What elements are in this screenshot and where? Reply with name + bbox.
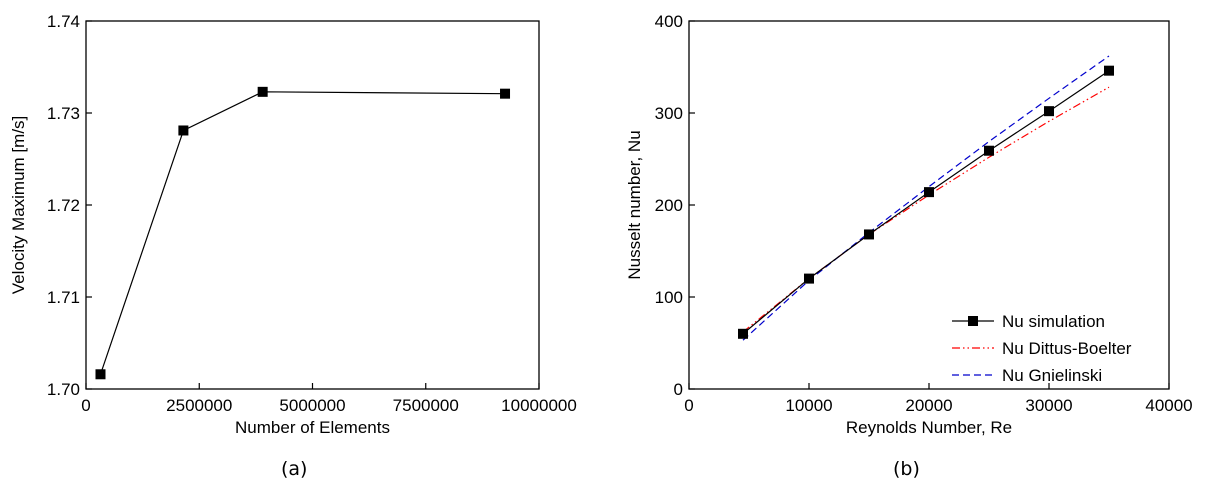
chart-b-x-tick-label: 0 — [684, 396, 693, 415]
chart-a-series-0-point — [257, 86, 268, 97]
chart-b-caption: (b) — [893, 458, 920, 480]
chart-b-y-tick-label: 300 — [655, 104, 683, 123]
chart-a-series-0-line — [99, 91, 506, 375]
chart-a-x-tick-label: 10000000 — [501, 396, 577, 415]
chart-b-series-0-point — [804, 273, 814, 284]
chart-a-series-0-point — [178, 125, 189, 136]
chart-b-legend-label: Nu Dittus-Boelter — [1002, 339, 1132, 358]
chart-a-x-axis-label: Number of Elements — [235, 418, 390, 437]
chart-b-x-tick-label: 30000 — [1025, 396, 1072, 415]
chart-panel-b: 0 10000 20000 30000 40000 0 100 200 300 400 Reynol… — [600, 0, 1207, 486]
chart-a-svg: 0 2500000 5000000 7500000 10000000 1.70 1.71 1.… — [9, 12, 577, 437]
chart-b-x-tick-label: 40000 — [1145, 396, 1192, 415]
chart-a-x-tick-label: 7500000 — [393, 396, 459, 415]
chart-panel-a: 0 2500000 5000000 7500000 10000000 1.70 1.71 1.… — [0, 0, 600, 486]
chart-a-caption: (a) — [281, 458, 308, 480]
chart-b-legend-marker — [968, 316, 978, 326]
chart-b-y-tick-label: 0 — [674, 380, 683, 399]
chart-b-series-1-line — [742, 86, 1110, 333]
chart-b-y-tick-label: 100 — [655, 288, 683, 307]
chart-a-y-tick-label: 1.73 — [47, 104, 80, 123]
chart-a-plot-frame — [85, 20, 540, 390]
chart-a-x-tick-label: 0 — [81, 396, 90, 415]
chart-a-y-tick-label: 1.70 — [47, 380, 80, 399]
chart-b-legend-label: Nu Gnielinski — [1002, 366, 1102, 385]
chart-b-x-tick-label: 20000 — [905, 396, 952, 415]
chart-a-series-0-point — [500, 88, 511, 99]
chart-a-y-axis-label: Velocity Maximum [m/s] — [9, 116, 28, 295]
chart-b-x-axis-label: Reynolds Number, Re — [846, 418, 1012, 437]
chart-a-y-tick-label: 1.71 — [47, 288, 80, 307]
chart-b-plot-frame — [688, 20, 1170, 390]
chart-b-y-tick-label: 200 — [655, 196, 683, 215]
chart-b-series-0-point — [864, 229, 874, 240]
chart-a-x-tick-label: 2500000 — [166, 396, 232, 415]
chart-b-y-axis-label: Nusselt number, Nu — [625, 130, 644, 279]
chart-b-series-0-point — [1044, 106, 1054, 117]
chart-b-y-tick-label: 400 — [655, 12, 683, 31]
chart-a-series-0-point — [95, 369, 106, 380]
chart-b-series-0-point — [1104, 65, 1114, 76]
chart-a-x-tick-label: 5000000 — [279, 396, 345, 415]
chart-a-y-tick-label: 1.72 — [47, 196, 80, 215]
chart-b-svg: 0 10000 20000 30000 40000 0 100 200 300 400 Reynol… — [625, 12, 1193, 437]
chart-a-y-tick-label: 1.74 — [47, 12, 80, 31]
chart-b-series-0-line — [742, 70, 1110, 335]
chart-b-series-2-line — [742, 55, 1110, 341]
chart-b-x-tick-label: 10000 — [785, 396, 832, 415]
chart-b-series-0-point — [738, 328, 748, 339]
chart-b-series-0-point — [984, 145, 994, 156]
chart-b-series-0-point — [924, 187, 934, 198]
chart-b-legend-label: Nu simulation — [1002, 312, 1105, 331]
